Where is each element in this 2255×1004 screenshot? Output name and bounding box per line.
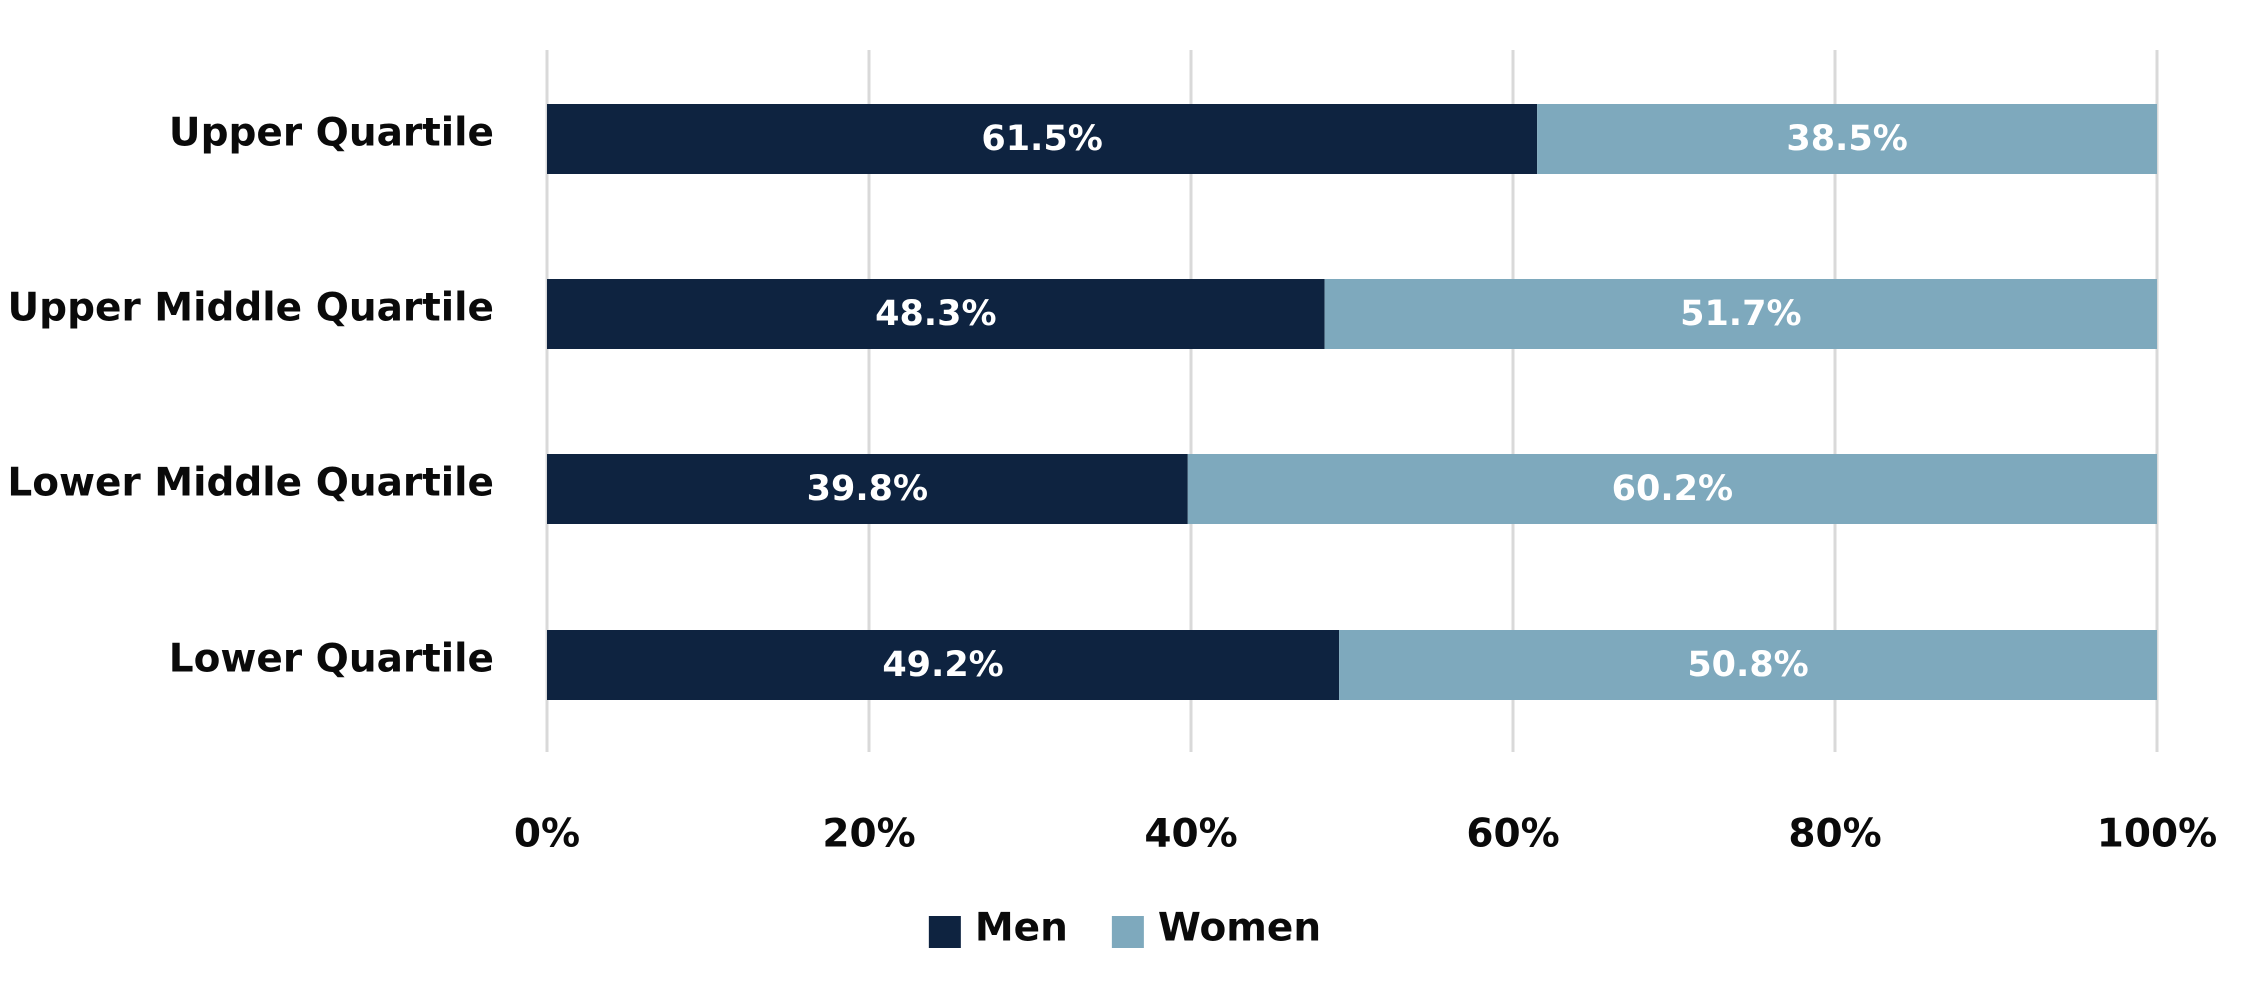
data-label-women-upper-quartile: 38.5% [1786, 119, 1907, 159]
tick-label-20: 20% [822, 812, 915, 857]
bar-women-upper-quartile [1537, 104, 2157, 174]
legend-swatch-women [1111, 916, 1144, 948]
bar-men-upper-middle-quartile [547, 279, 1325, 349]
legend-swatch-men [928, 916, 961, 948]
value-axis-tick-labels: 0% 20% 40% 60% 80% 100% [514, 812, 2217, 857]
tick-label-60: 60% [1466, 812, 1559, 857]
data-label-men-lower-middle-quartile: 39.8% [807, 469, 928, 509]
data-label-women-lower-quartile: 50.8% [1687, 645, 1808, 685]
bar-women-upper-middle-quartile [1324, 279, 2157, 349]
tick-label-0: 0% [514, 812, 580, 857]
tick-label-100: 100% [2097, 812, 2218, 857]
legend-label-women: Women [1158, 906, 1321, 951]
data-label-men-upper-quartile: 61.5% [981, 119, 1102, 159]
bars: 61.5% 38.5% 48.3% 51.7% 39.8% 60.2% 49.2% 50.8% [547, 104, 2157, 700]
bar-men-upper-quartile [547, 104, 1538, 174]
bar-men-lower-quartile [547, 630, 1340, 700]
category-label-upper-quartile: Upper Quartile [169, 111, 494, 156]
tick-label-40: 40% [1144, 812, 1237, 857]
legend: Men Women [928, 906, 1321, 951]
data-label-men-upper-middle-quartile: 48.3% [875, 294, 996, 334]
bar-women-lower-quartile [1339, 630, 2157, 700]
data-label-men-lower-quartile: 49.2% [882, 645, 1003, 685]
tick-label-80: 80% [1788, 812, 1881, 857]
data-label-women-upper-middle-quartile: 51.7% [1680, 294, 1801, 334]
bar-men-lower-middle-quartile [547, 454, 1188, 524]
category-label-lower-middle-quartile: Lower Middle Quartile [7, 461, 494, 506]
legend-item-women: Women [1111, 906, 1321, 951]
data-label-women-lower-middle-quartile: 60.2% [1612, 469, 1733, 509]
legend-label-men: Men [975, 906, 1068, 951]
bar-women-lower-middle-quartile [1187, 454, 2157, 524]
category-label-lower-quartile: Lower Quartile [169, 637, 494, 682]
category-axis-labels: Upper Quartile Upper Middle Quartile Lower… [7, 111, 494, 682]
legend-item-men: Men [928, 906, 1068, 951]
category-label-upper-middle-quartile: Upper Middle Quartile [8, 286, 494, 331]
